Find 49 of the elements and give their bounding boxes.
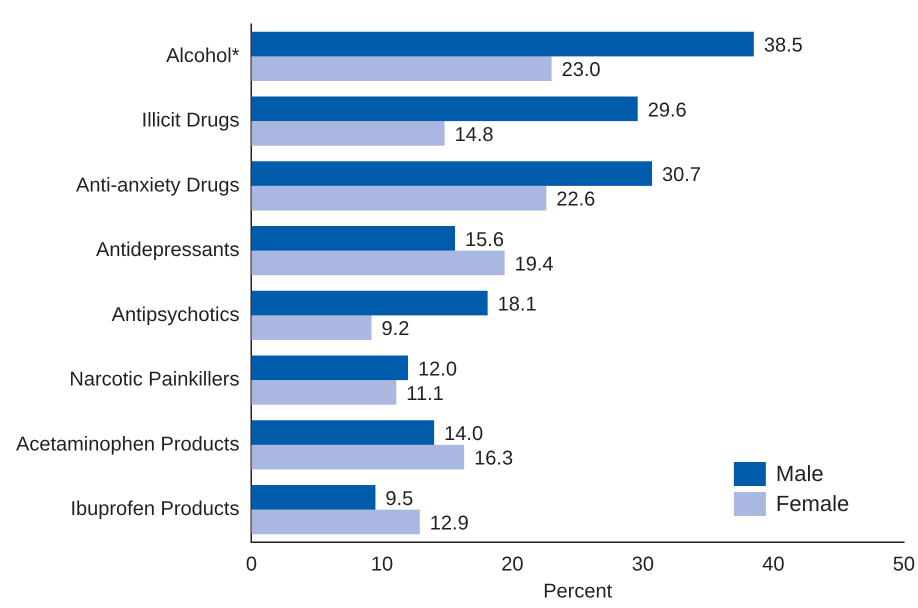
data-label: 23.0 (562, 59, 601, 82)
x-tick-label: 10 (370, 554, 394, 576)
x-tick-label: 40 (762, 554, 785, 576)
data-label: 30.7 (662, 164, 701, 186)
data-label: 16.3 (474, 448, 514, 470)
bar (251, 32, 754, 56)
data-label: 18.1 (498, 294, 537, 316)
bar (251, 444, 464, 470)
data-label: 11.1 (406, 382, 444, 405)
data-label: 14.0 (444, 423, 484, 446)
data-label: 12.9 (430, 512, 469, 534)
y-tick-label: Alcohol* (166, 44, 240, 67)
bar (251, 96, 638, 122)
bar (251, 510, 420, 534)
data-label: 9.5 (385, 488, 414, 510)
y-tick-label: Antidepressants (96, 239, 240, 262)
data-label: 15.6 (465, 228, 504, 251)
y-tick-label: Acetaminophen Products (16, 433, 240, 456)
data-label: 9.2 (382, 318, 410, 340)
x-tick-label: 20 (501, 554, 524, 576)
bar (251, 121, 445, 146)
data-label: 38.5 (764, 34, 803, 57)
bar (251, 315, 372, 340)
x-tick-label: 50 (892, 554, 915, 576)
data-label: 19.4 (514, 253, 554, 276)
y-tick-label: Ibuprofen Products (70, 498, 240, 520)
data-label: 12.0 (418, 358, 457, 380)
bar (251, 290, 488, 316)
bar (251, 186, 546, 210)
y-tick-label: Narcotic Painkillers (69, 368, 240, 391)
bar (251, 226, 456, 251)
legend-label: Female (776, 491, 850, 516)
bar (251, 56, 552, 81)
bar (251, 161, 652, 186)
y-tick-label: Anti-anxiety Drugs (76, 174, 240, 196)
x-tick-label: 30 (632, 554, 654, 576)
bar (251, 485, 376, 510)
x-axis-title: Percent (543, 580, 613, 603)
data-label: 29.6 (648, 99, 687, 122)
data-label: 14.8 (454, 124, 494, 146)
y-tick-label: Illicit Drugs (142, 110, 240, 132)
y-tick-label: Antipsychotics (112, 304, 240, 326)
legend-label: Male (776, 461, 824, 486)
bar (251, 356, 408, 380)
x-tick-label: 0 (246, 554, 258, 576)
bar (251, 420, 434, 445)
bar (251, 250, 505, 276)
data-label: 22.6 (556, 188, 596, 211)
bar (251, 380, 396, 405)
